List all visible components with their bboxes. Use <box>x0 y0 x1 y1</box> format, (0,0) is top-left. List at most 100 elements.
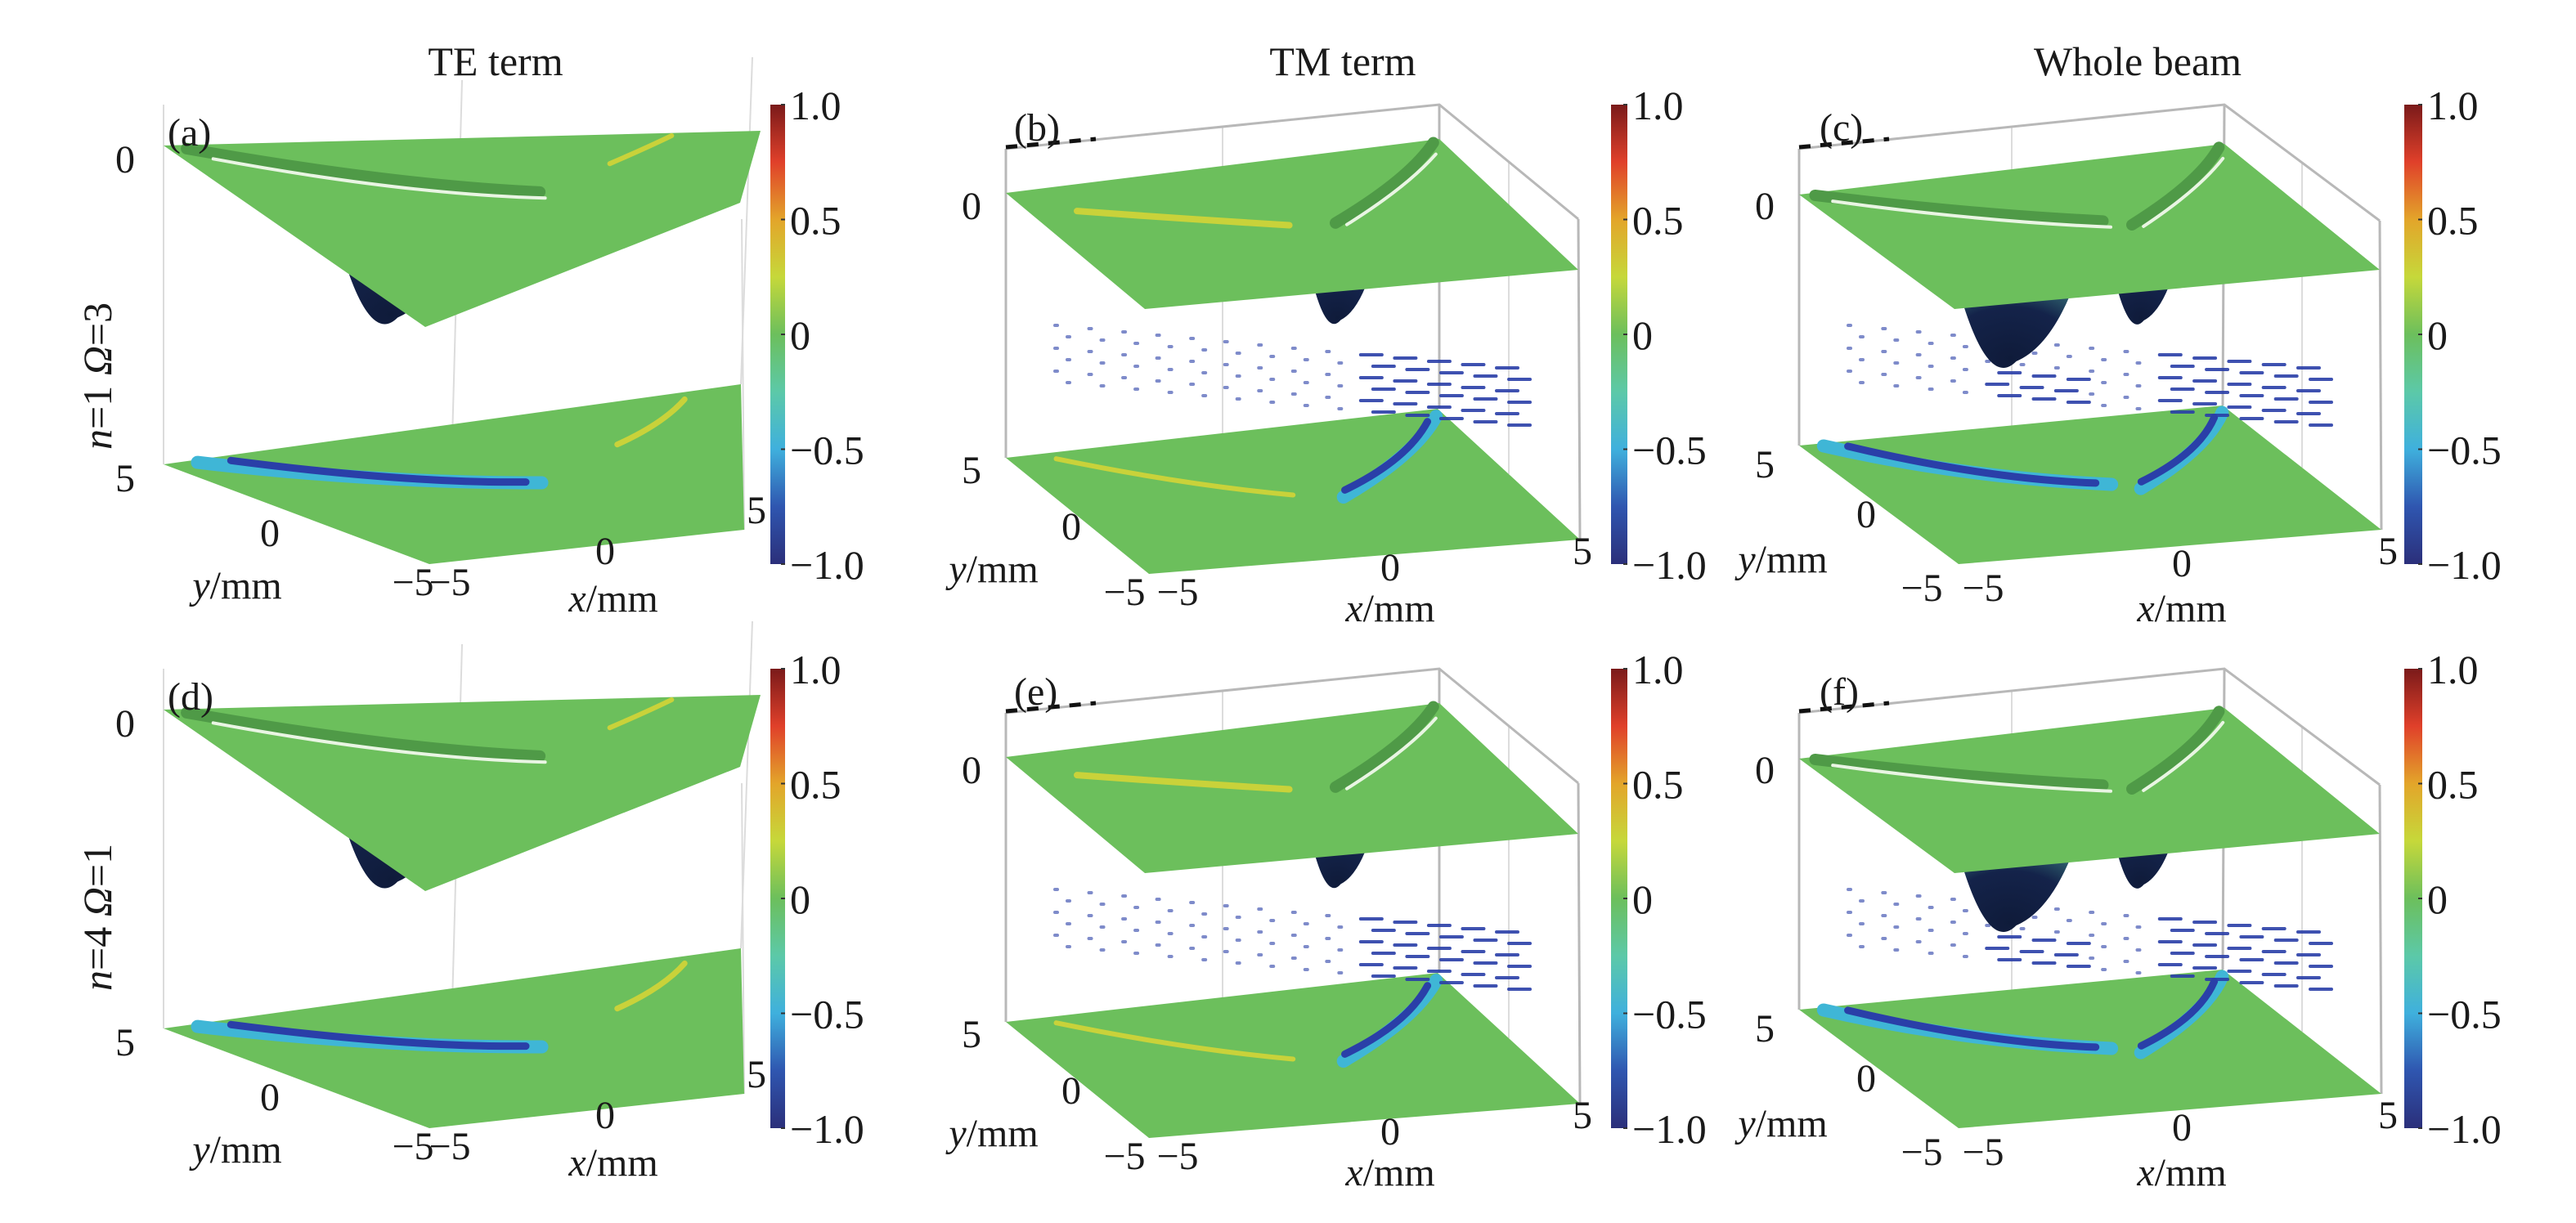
ridge-left <box>181 706 546 762</box>
y-tick-0: 0 <box>260 512 280 555</box>
box-right-edge <box>1577 782 1582 1104</box>
colorbar-tick-label: 1.0 <box>2427 83 2479 128</box>
x-axis-label: x/mm <box>1344 587 1434 630</box>
y-axis-label: y/mm <box>945 1112 1038 1155</box>
x-axis-label-unit: /mm <box>2155 1151 2227 1194</box>
projection-stripes <box>191 396 688 490</box>
y-tick-minus5: −5 <box>1103 1135 1145 1178</box>
colorbar-tick-label: −1.0 <box>1632 1106 1707 1152</box>
x-axis-label-var: x <box>1344 587 1362 630</box>
x-axis-label-var: x <box>568 1141 586 1185</box>
x-axis-label-var: x <box>1344 1151 1362 1194</box>
panel-label: (a) <box>168 111 211 155</box>
grid-line <box>741 782 745 1095</box>
column-title-te: TE term <box>428 38 563 84</box>
stripe-right-inner <box>1341 418 1432 494</box>
projection-stripes <box>1053 410 1443 504</box>
projection-stripes <box>1816 970 2229 1059</box>
stripe-left-faint <box>1053 456 1296 498</box>
panel-label: (f) <box>1820 670 1859 714</box>
x-axis-label-unit: /mm <box>586 577 658 620</box>
x-tick-0: 0 <box>1380 546 1400 589</box>
ridge-right-faint <box>607 132 675 167</box>
box-top-dash <box>1798 701 1890 714</box>
colorbar-tick-label: 1.0 <box>790 647 841 692</box>
y-axis-label: y/mm <box>188 1128 281 1171</box>
x-axis-label: x/mm <box>2136 1151 2226 1194</box>
panel-a: 0 5 0 −5 y/mm −5 0 5 x/mm (a) 1.0 0.5 0 −0.5 −1.0 <box>115 56 864 620</box>
y-axis-label-var: y <box>945 1112 967 1155</box>
y-tick-minus5: −5 <box>392 1125 433 1168</box>
ridge-right <box>1330 701 1439 793</box>
z-tick-5: 5 <box>115 1021 135 1064</box>
box-right-edge <box>2378 220 2383 531</box>
colorbar-tick-label: −0.5 <box>2427 428 2502 473</box>
colorbar-tick-label: 0 <box>790 312 810 358</box>
stripe-left-inner <box>227 456 530 486</box>
stripe-left-inner <box>1844 1006 2100 1051</box>
surface-ridges <box>181 132 675 200</box>
y-axis-label-var: y <box>1734 538 1756 581</box>
ridge-left <box>1809 753 2109 791</box>
ridge-left-highlight <box>1831 199 2112 229</box>
colorbar-tick-label: 0.5 <box>790 762 841 808</box>
surface-plane <box>164 131 761 327</box>
x-axis-label: x/mm <box>2136 587 2226 630</box>
z-tick-0: 0 <box>962 749 981 792</box>
projection-plane <box>1006 973 1580 1138</box>
colorbar-tick-label: −0.5 <box>2427 992 2502 1037</box>
panel-label: (c) <box>1820 106 1863 150</box>
ridge-right <box>2126 141 2225 231</box>
y-axis-label-unit: /mm <box>210 564 282 607</box>
x-tick-5: 5 <box>1573 1094 1592 1137</box>
y-axis-label-var: y <box>188 1128 210 1171</box>
stripe-right-inner <box>2137 978 2219 1050</box>
colorbar-tick-label: −1.0 <box>1632 542 1707 588</box>
projection-plane <box>164 948 744 1128</box>
colorbar-tick-label: −0.5 <box>790 992 864 1037</box>
y-axis-label-unit: /mm <box>967 548 1039 591</box>
colorbar-tick-label: 0.5 <box>1632 762 1684 808</box>
box-right-edge <box>2378 784 2383 1095</box>
panel-f: 0 5 0 −5 y/mm −5 0 5 x/mm (f) 1.0 0.5 0 −0.5 −1.0 <box>1734 647 2501 1194</box>
y-tick-0: 0 <box>1856 1057 1876 1100</box>
z-tick-5: 5 <box>962 449 981 492</box>
x-axis-label-var: x <box>568 577 586 620</box>
colorbar-tick-label: 0.5 <box>2427 762 2479 808</box>
ridge-left-highlight <box>211 721 547 764</box>
surface-ridges <box>1074 137 1439 229</box>
z-tick-0: 0 <box>115 138 135 181</box>
z-tick-5: 5 <box>1755 443 1775 486</box>
y-tick-0: 0 <box>1856 493 1876 536</box>
colorbar <box>2404 669 2422 1128</box>
box-top-dash <box>1798 137 1890 150</box>
x-axis-label-unit: /mm <box>1363 1151 1435 1194</box>
panel-label: (b) <box>1014 106 1060 150</box>
ridge-left <box>1809 189 2109 227</box>
y-tick-0: 0 <box>1061 1069 1081 1113</box>
z-tick-5: 5 <box>115 457 135 500</box>
x-tick-0: 0 <box>2172 542 2192 585</box>
box-right-edge <box>1577 218 1582 540</box>
y-axis-label: y/mm <box>188 564 281 607</box>
y-axis-label: y/mm <box>1734 538 1827 581</box>
x-tick-0: 0 <box>595 1094 615 1137</box>
y-axis-label: y/mm <box>945 548 1038 591</box>
quiver-field <box>1053 888 1532 991</box>
x-tick-0: 0 <box>2172 1106 2192 1149</box>
ridge-right-highlight <box>1345 716 1438 791</box>
x-axis-label: x/mm <box>1344 1151 1434 1194</box>
x-axis-label-unit: /mm <box>2155 587 2227 630</box>
y-axis-label-unit: /mm <box>1756 1102 1828 1145</box>
ridge-right-faint <box>607 697 675 731</box>
ridge-left <box>181 142 546 198</box>
y-axis-label-var: y <box>945 548 967 591</box>
colorbar-tick-label: 0 <box>1632 312 1653 358</box>
x-axis-label-unit: /mm <box>586 1141 658 1185</box>
y-tick-minus5: −5 <box>1103 571 1145 614</box>
surface-plane <box>164 695 761 891</box>
colorbar <box>2404 105 2422 564</box>
colorbar-tick-label: −1.0 <box>2427 542 2502 588</box>
x-tick-5: 5 <box>2378 1094 2398 1137</box>
